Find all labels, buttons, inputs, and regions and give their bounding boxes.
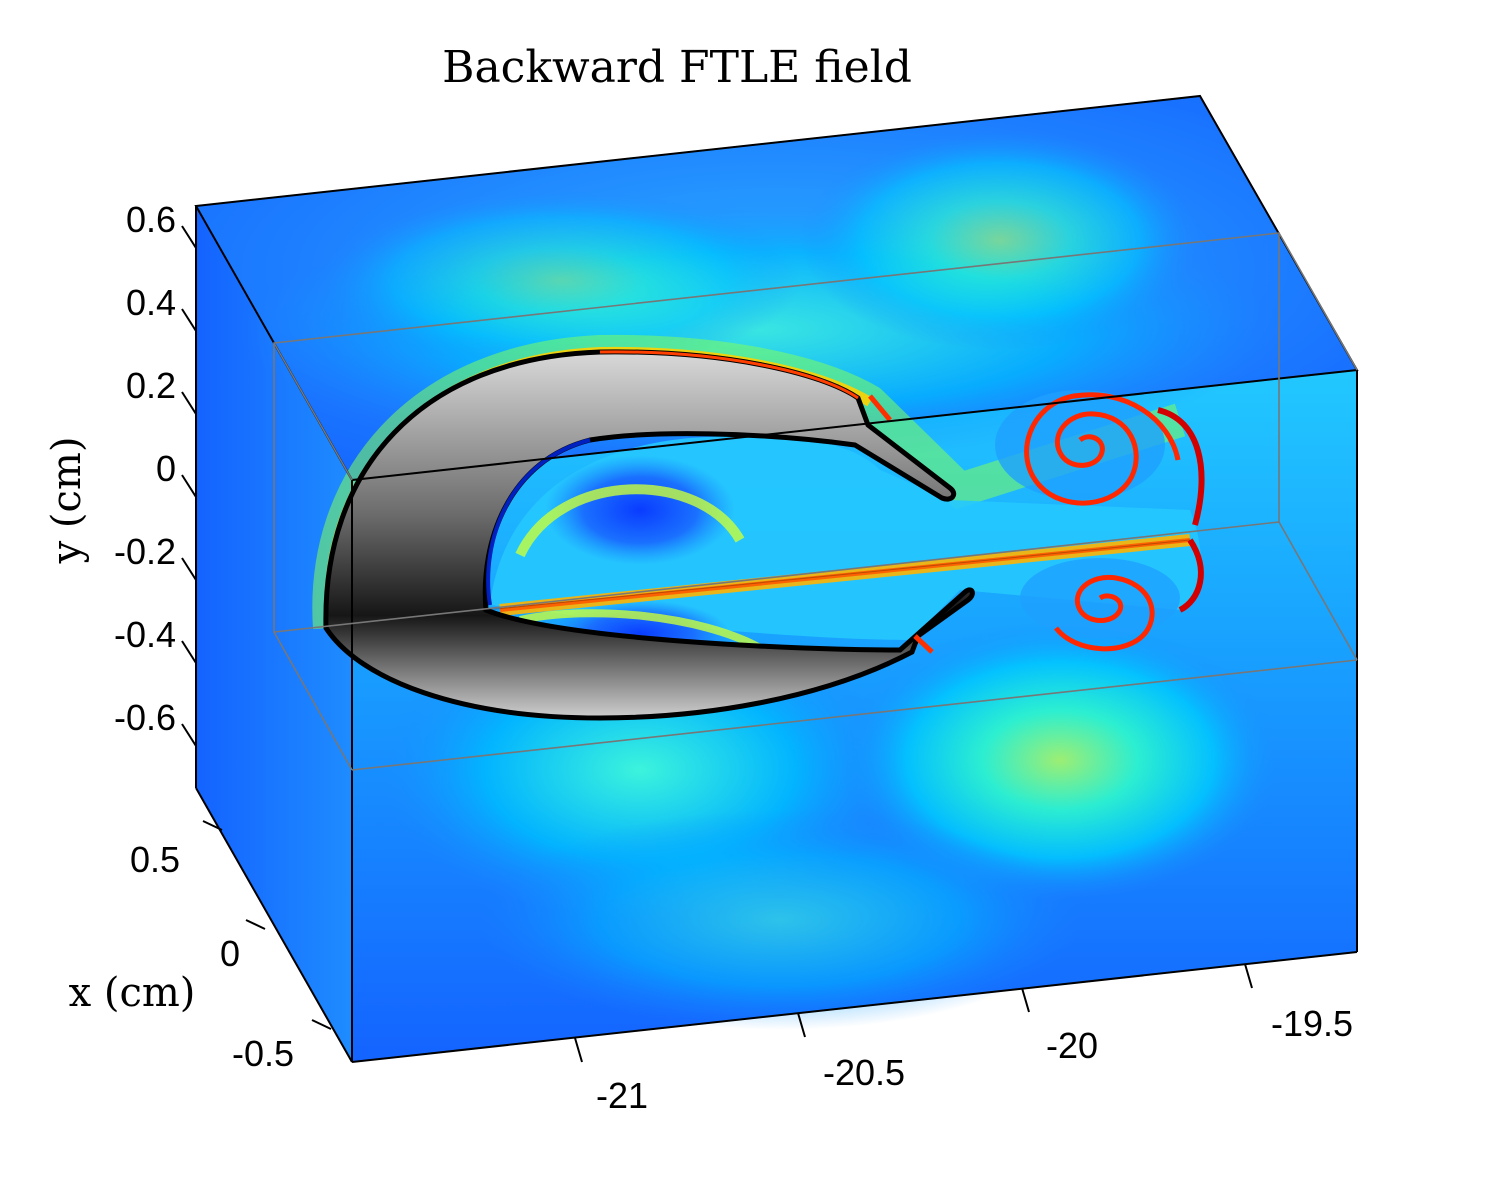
box-edges <box>194 94 1359 1063</box>
y-tick-label: 0.6 <box>126 199 176 240</box>
x-tick-label: 0 <box>220 933 240 974</box>
z-axis: -21 -20.5 -20 -19.5 <box>574 963 1353 1116</box>
y-tick-label: 0.2 <box>126 365 176 406</box>
x-tick-label: 0.5 <box>130 839 180 880</box>
y-axis: 0.6 0.4 0.2 0 -0.2 -0.4 -0.6 y (cm) <box>44 199 197 747</box>
z-tick-label: -19.5 <box>1271 1003 1353 1044</box>
x-axis: 0.5 0 -0.5 x (cm) <box>69 820 332 1074</box>
ftle-field <box>240 130 1280 721</box>
lower-vortex <box>1020 538 1204 652</box>
y-tick-label: 0.4 <box>126 282 176 323</box>
y-tick-label: -0.6 <box>114 697 176 738</box>
z-tick-label: -21 <box>596 1075 648 1116</box>
y-axis-label: y (cm) <box>44 437 90 565</box>
z-tick-label: -20.5 <box>823 1052 905 1093</box>
y-tick-label: 0 <box>156 448 176 489</box>
upper-vortex <box>995 390 1205 526</box>
left-face <box>196 206 352 1062</box>
y-tick-label: -0.4 <box>114 614 176 655</box>
chart-title: Backward FTLE field <box>442 42 912 93</box>
x-axis-label: x (cm) <box>69 970 196 1016</box>
x-tick-label: -0.5 <box>232 1033 294 1074</box>
y-tick-label: -0.2 <box>114 531 176 572</box>
z-tick-label: -20 <box>1046 1025 1098 1066</box>
